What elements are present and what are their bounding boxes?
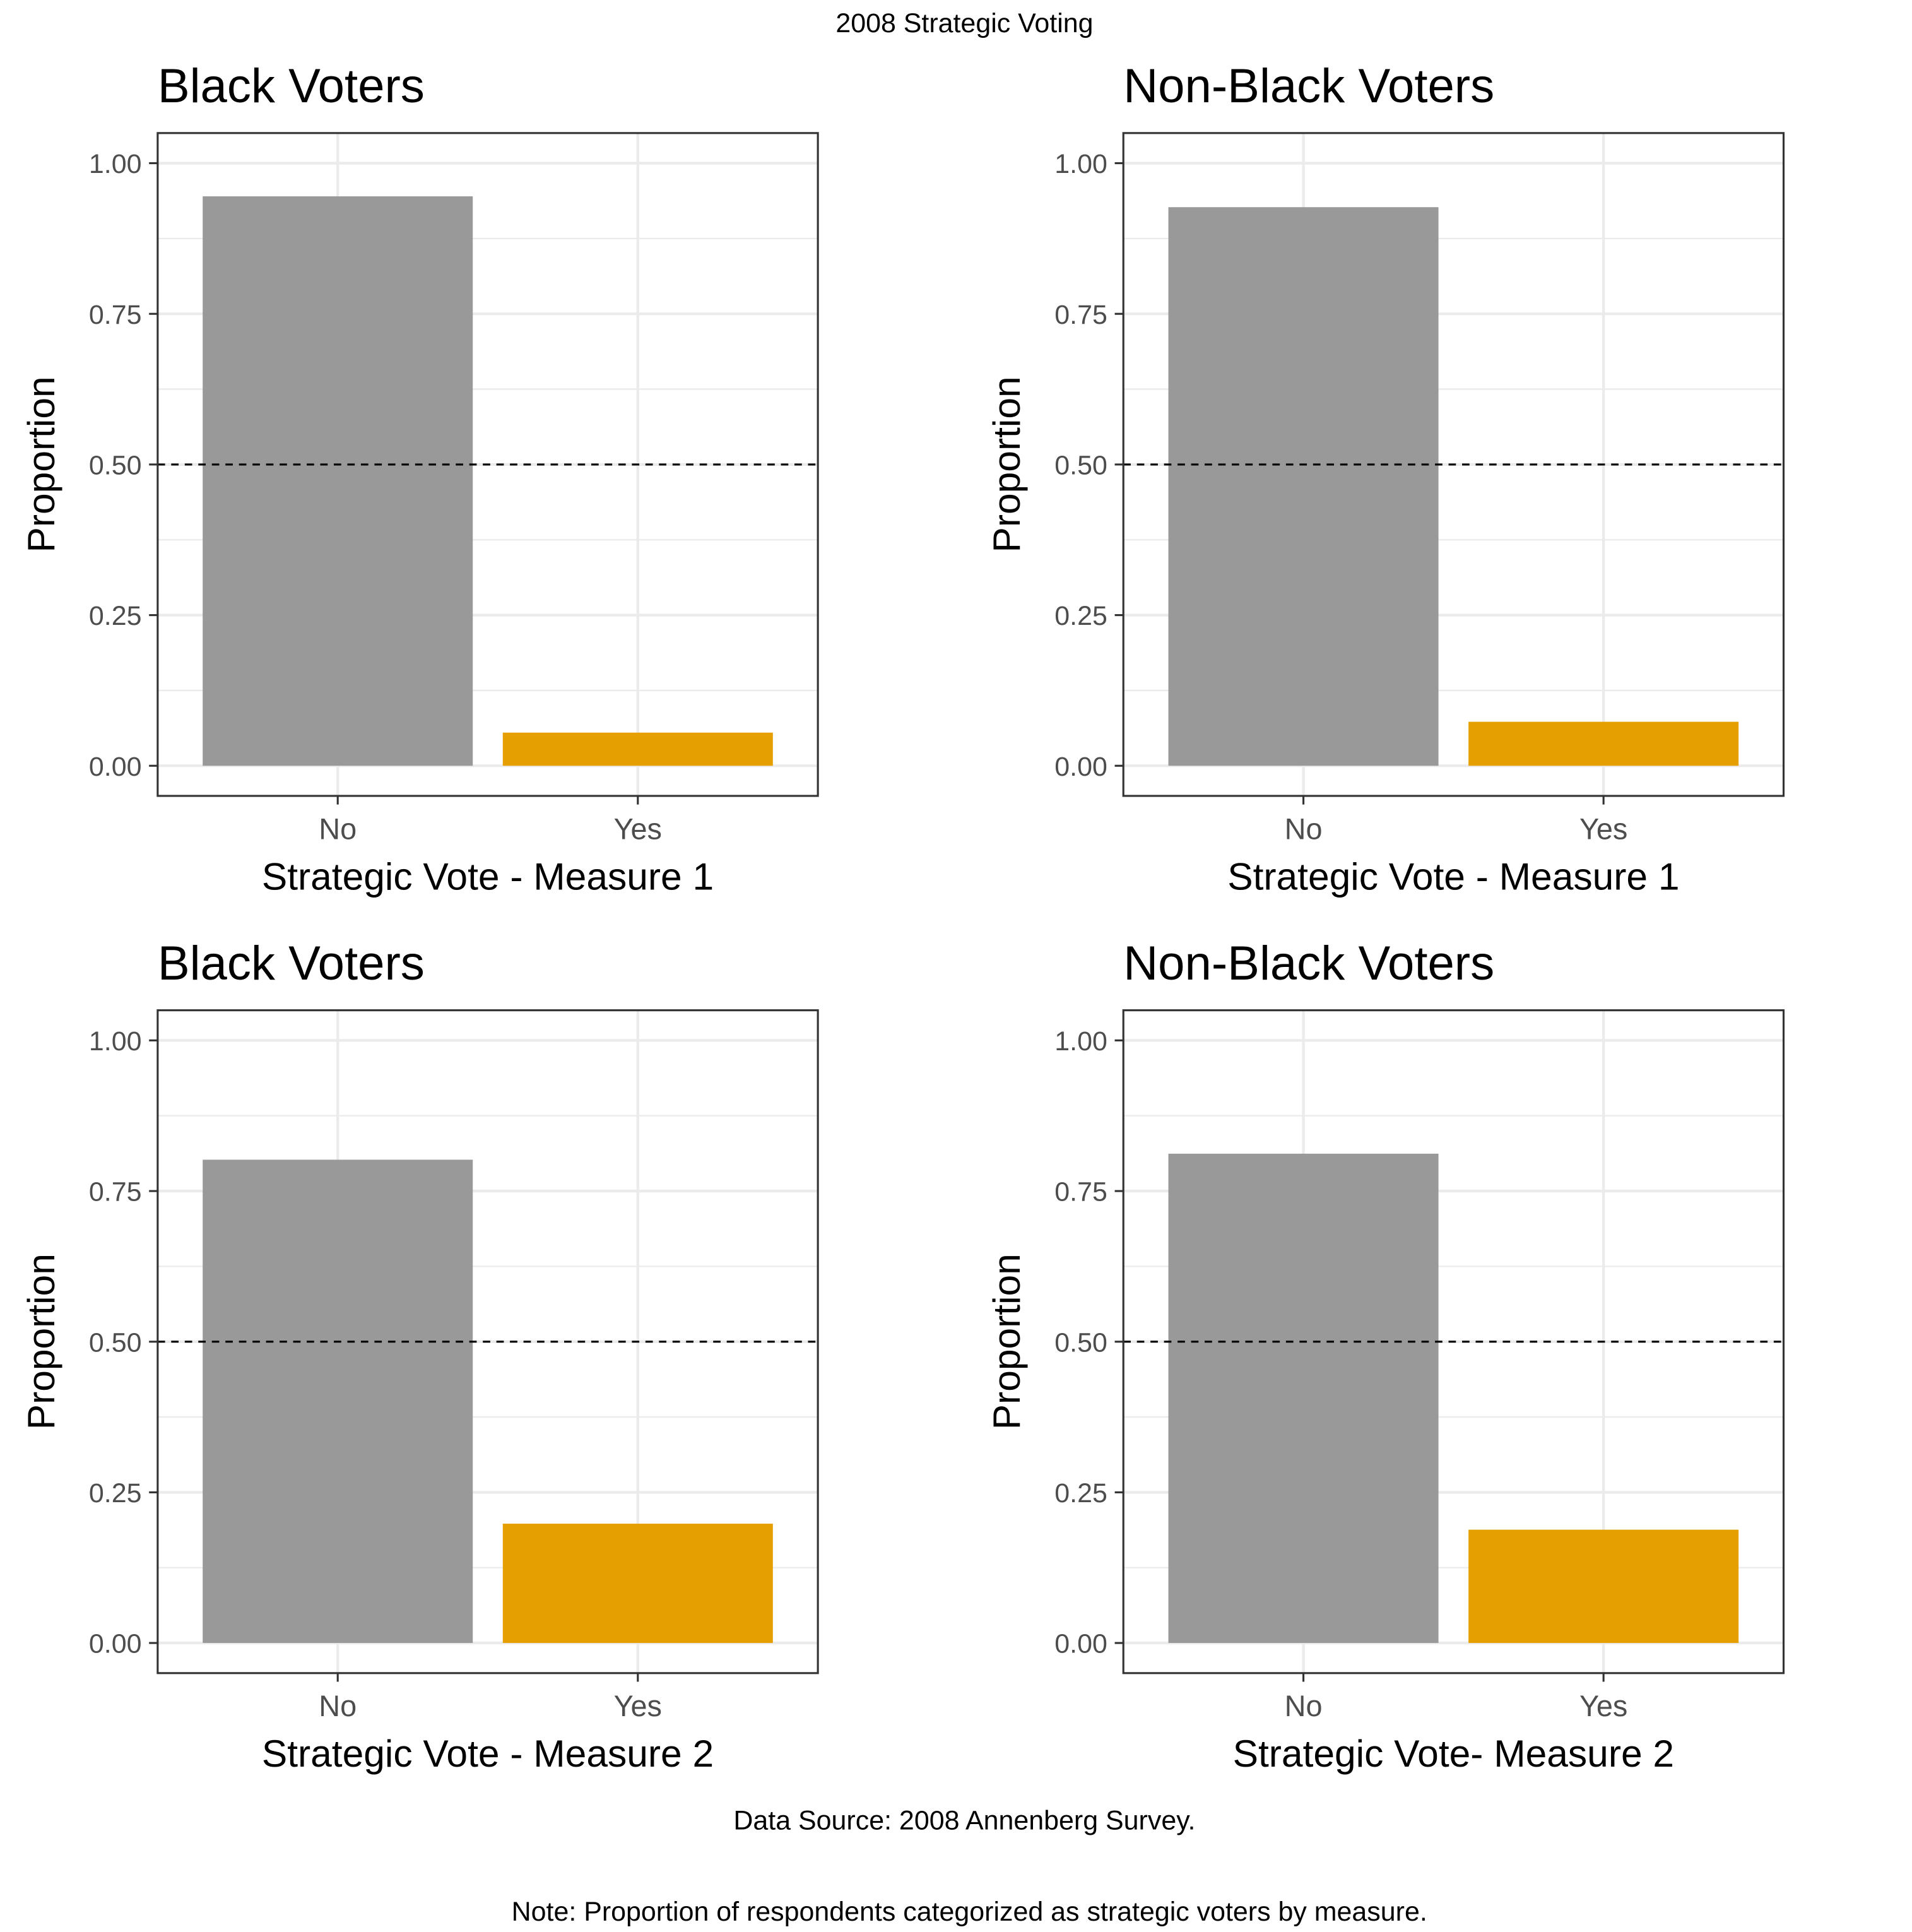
y-axis-title: Proportion [20,376,62,552]
bar-yes [502,1524,773,1644]
chart-panel-2: 0.00 0.25 0.50 0.75 1.00 No Yes Non-Black Voter… [985,59,1785,898]
y-axis-title: Proportion [985,376,1028,552]
bar-no [1168,1153,1439,1644]
panel-title: Black Voters [158,937,425,990]
x-tick-label: Yes [614,1690,662,1722]
y-tick-label: 1.00 [1054,1026,1107,1057]
chart-panel-4: 0.00 0.25 0.50 0.75 1.00 No Yes Non-Black Voter… [985,937,1785,1775]
y-tick-label: 0.75 [1054,300,1107,330]
x-tick-label: Yes [1579,812,1627,845]
bar-yes [1468,721,1739,766]
caption-source: Data Source: 2008 Annenberg Survey. [733,1806,1195,1836]
y-tick-label: 0.75 [89,300,142,330]
x-tick-label: No [1285,812,1323,845]
x-tick-label: Yes [1579,1690,1627,1722]
panel-title: Non-Black Voters [1123,59,1494,113]
panel-title: Black Voters [158,59,425,113]
bar-no [203,196,473,766]
y-tick-label: 0.00 [1054,1629,1107,1659]
chart-panel-1: 0.00 0.25 0.50 0.75 1.00 No Yes Black Voters Str… [20,59,819,898]
y-tick-label: 1.00 [1054,149,1107,179]
y-tick-label: 0.75 [1054,1177,1107,1207]
bar-no [203,1159,473,1644]
y-tick-label: 0.50 [1054,1327,1107,1358]
x-axis-title: Strategic Vote - Measure 1 [262,855,714,898]
y-tick-label: 0.25 [1054,601,1107,631]
y-tick-label: 0.25 [89,601,142,631]
y-tick-label: 0.00 [89,1629,142,1659]
y-tick-label: 0.00 [1054,752,1107,782]
x-tick-label: No [1285,1690,1323,1722]
x-axis-title: Strategic Vote - Measure 1 [1227,855,1679,898]
y-tick-label: 0.25 [89,1478,142,1508]
x-axis-title: Strategic Vote- Measure 2 [1233,1732,1674,1775]
y-tick-label: 0.75 [89,1177,142,1207]
chart-panels: 0.00 0.25 0.50 0.75 1.00 No Yes Black Voters Str… [20,59,1785,1775]
y-tick-label: 0.50 [1054,451,1107,481]
bar-no [1168,207,1439,766]
chart-panel-3: 0.00 0.25 0.50 0.75 1.00 No Yes Black Voters Str… [20,937,819,1775]
y-tick-label: 1.00 [89,1026,142,1057]
x-tick-label: No [319,1690,357,1722]
caption-note: Note: Proportion of respondents categori… [512,1897,1427,1927]
panel-title: Non-Black Voters [1123,937,1494,990]
bar-yes [1468,1529,1739,1644]
y-tick-label: 0.00 [89,752,142,782]
figure-title: 2008 Strategic Voting [835,8,1093,39]
y-axis-title: Proportion [20,1253,62,1430]
y-axis-title: Proportion [985,1253,1028,1430]
y-tick-label: 0.50 [89,451,142,481]
y-tick-label: 1.00 [89,149,142,179]
x-tick-label: No [319,812,357,845]
y-tick-label: 0.25 [1054,1478,1107,1508]
y-tick-label: 0.50 [89,1327,142,1358]
x-axis-title: Strategic Vote - Measure 2 [262,1732,714,1775]
x-tick-label: Yes [614,812,662,845]
bar-yes [502,732,773,766]
